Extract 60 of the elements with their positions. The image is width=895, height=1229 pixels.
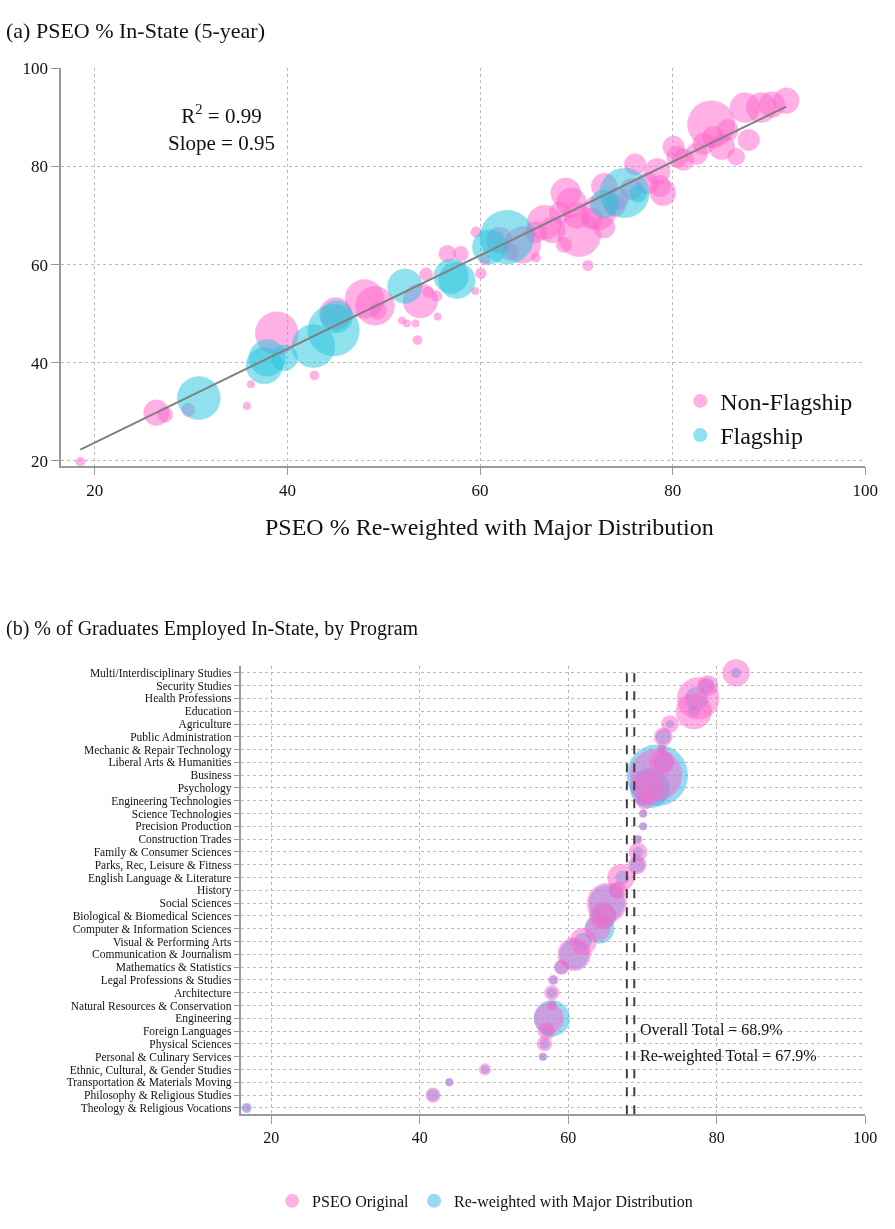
y-tick-label: History — [196, 884, 232, 898]
y-tick-label: Personal & Culinary Services — [95, 1050, 232, 1064]
y-tick-label: 80 — [30, 157, 48, 177]
y-tick-label: Legal Professions & Studies — [100, 973, 232, 987]
x-axis-title: PSEO % Re-weighted with Major Distribution — [265, 514, 714, 540]
x-tick-label: 40 — [278, 480, 296, 500]
y-tick-label: Mechanic & Repair Technology — [83, 743, 232, 757]
y-tick-label: Construction Trades — [138, 833, 232, 846]
y-tick-label: Health Professions — [144, 692, 232, 705]
y-tick-label: Public Administration — [130, 730, 232, 743]
y-tick-label: Architecture — [173, 986, 232, 999]
legend-label: Non-Flagship — [720, 389, 853, 416]
y-tick-label: Philosophy & Religious Studies — [84, 1089, 232, 1103]
y-tick-label: Multi/Interdisciplinary Studies — [89, 666, 232, 680]
y-tick-label: Liberal Arts & Humanities — [108, 756, 232, 769]
x-tick-label: 80 — [708, 1129, 725, 1147]
legend-label: Flagship — [720, 423, 803, 450]
x-tick-label: 100 — [852, 480, 878, 500]
y-tick-label: Precision Production — [135, 820, 232, 833]
y-tick-label: Agriculture — [178, 718, 232, 732]
x-tick-label: 80 — [664, 480, 682, 500]
chart-title: (a) PSEO % In-State (5-year) — [6, 18, 266, 43]
y-tick-label: Communication & Journalism — [92, 948, 232, 961]
y-tick-label: 40 — [30, 353, 48, 373]
y-tick-label: Psychology — [177, 782, 232, 796]
y-tick-label: Visual & Performing Arts — [112, 935, 232, 949]
legend-label: Re-weighted with Major Distribution — [454, 1193, 693, 1212]
y-tick-label: Natural Resources & Conservation — [70, 999, 232, 1012]
y-tick-label: Science Technologies — [131, 807, 232, 821]
y-tick-label: Security Studies — [156, 679, 232, 693]
y-tick-label: Parks, Rec, Leisure & Fitness — [94, 858, 232, 872]
y-tick-label: English Language & Literature — [88, 871, 232, 885]
y-tick-label: Transportation & Materials Moving — [66, 1076, 232, 1090]
y-tick-label: Theology & Religious Vocations — [80, 1101, 232, 1115]
chart-title: (b) % of Graduates Employed In-State, by Program — [6, 617, 419, 640]
y-tick-label: Social Sciences — [159, 897, 232, 910]
y-tick-label: 60 — [30, 255, 48, 275]
y-tick-label: 100 — [22, 59, 48, 79]
y-tick-label: Mathematics & Statistics — [115, 961, 232, 974]
x-tick-label: 60 — [471, 480, 489, 500]
legend-label: PSEO Original — [312, 1193, 410, 1212]
y-tick-label: Computer & Information Sciences — [72, 922, 232, 936]
y-tick-label: Education — [184, 705, 232, 718]
y-tick-label: Business — [190, 769, 232, 782]
y-tick-label: Physical Sciences — [149, 1037, 232, 1051]
x-tick-label: 40 — [411, 1129, 428, 1147]
ref-line-label: Re-weighted Total = 67.9% — [640, 1047, 817, 1065]
x-tick-label: 60 — [560, 1129, 577, 1147]
y-tick-label: Family & Consumer Sciences — [93, 845, 232, 859]
y-tick-label: Biological & Biomedical Sciences — [72, 909, 232, 923]
ref-line-label: Overall Total = 68.9% — [640, 1021, 783, 1038]
y-tick-label: Foreign Languages — [142, 1025, 232, 1039]
x-tick-label: 20 — [263, 1129, 280, 1147]
y-tick-label: 20 — [30, 451, 48, 471]
y-tick-label: Engineering — [175, 1012, 232, 1026]
annotation: Slope = 0.95 — [168, 131, 275, 156]
annotation: R$^{2}$ = 0.99 — [181, 101, 262, 128]
y-tick-label: Engineering Technologies — [111, 794, 232, 808]
x-tick-label: 100 — [853, 1129, 878, 1147]
y-tick-label: Ethnic, Cultural, & Gender Studies — [69, 1063, 232, 1077]
